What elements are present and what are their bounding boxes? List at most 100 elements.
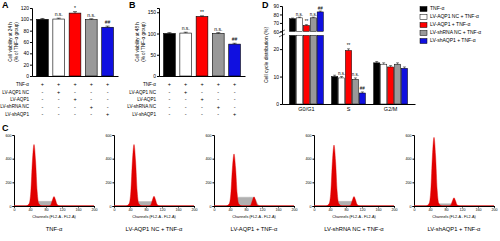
- tick: 0: [276, 101, 282, 107]
- condition-sign: +: [106, 81, 109, 87]
- tick-label: 200: [392, 208, 398, 212]
- tick: 40: [29, 206, 33, 212]
- tick-label: 600: [6, 134, 12, 138]
- tick-mark: [113, 159, 115, 160]
- tick-label: 160: [76, 208, 82, 212]
- tick-label: 100: [148, 31, 157, 37]
- x-axis: 04080120160200: [214, 206, 298, 212]
- error-bar: [333, 75, 336, 76]
- tick: 10: [273, 74, 282, 80]
- condition-sign: -: [169, 104, 171, 110]
- figure: 020406080100120n.s.*n.s.##Cell viability…: [0, 0, 500, 241]
- condition-label: LV-AQP1: [137, 97, 156, 102]
- tick-label: 40: [329, 208, 333, 212]
- condition-sign: +: [90, 104, 93, 110]
- marks: [37, 12, 114, 76]
- tick-mark: [213, 182, 215, 183]
- error-bar: [403, 67, 406, 68]
- tick: 200: [92, 206, 98, 212]
- tick-mark: [30, 76, 32, 77]
- tick-label: 160: [376, 208, 382, 212]
- y-axis: 0200400600: [406, 134, 415, 209]
- tick: 100: [148, 31, 159, 37]
- tick-mark: [280, 77, 282, 78]
- tick-mark: [157, 76, 159, 77]
- area: [214, 154, 294, 206]
- panel: 040801201602000200400600Channels (FL2-A …: [2, 123, 98, 232]
- legend-swatch: [420, 15, 427, 20]
- tick: 160: [76, 206, 82, 212]
- bar: [53, 19, 65, 76]
- tick: 80: [345, 206, 349, 212]
- tick: 400: [206, 157, 215, 161]
- tick: 60: [273, 29, 282, 35]
- tick-label: 120: [360, 208, 366, 212]
- annotation: n.s.: [182, 25, 190, 31]
- tick-mark: [213, 159, 215, 160]
- bar: [332, 77, 338, 104]
- panel: 040801201602000200400600Channels (FL2-A …: [406, 134, 498, 232]
- tick: 0: [10, 205, 15, 209]
- error-bar: [167, 32, 171, 34]
- tick: 400: [6, 157, 15, 161]
- chart-title: LV-shAQP1 + TNF-α: [428, 226, 482, 232]
- area: [14, 197, 94, 206]
- tick: 60: [23, 39, 32, 45]
- y-axis: 0200400600: [6, 134, 15, 209]
- panel: 040801201602000200400600Channels (FL2-A …: [106, 134, 198, 232]
- tick-label: 0: [214, 208, 216, 212]
- tick-label: 160: [476, 208, 482, 212]
- axis-line: [415, 207, 495, 208]
- legend-label: LV-AQP1 + TNF-α: [430, 21, 470, 27]
- tick-label: G0/G1: [298, 106, 314, 112]
- tick: 40: [429, 206, 433, 212]
- tick-label: 0: [26, 73, 29, 79]
- error-bar: [305, 24, 308, 26]
- tick-mark: [280, 23, 282, 24]
- x-axis-title: Channels (FL2-A - FL2-A): [132, 215, 176, 219]
- axis-line: [215, 207, 295, 208]
- tick-label: 0: [414, 208, 416, 212]
- legend-swatch: [420, 23, 427, 28]
- condition-sign: +: [233, 111, 236, 117]
- tick: 0: [110, 205, 115, 209]
- tick-label: 200: [406, 181, 412, 185]
- bar: [317, 35, 323, 104]
- marks: [314, 145, 394, 206]
- condition-sign: +: [106, 111, 109, 117]
- tick: 600: [106, 134, 115, 138]
- tick-label: 80: [445, 208, 449, 212]
- tick-label: 60: [23, 39, 29, 45]
- tick: 200: [492, 206, 498, 212]
- tick-label: 20: [23, 62, 29, 68]
- condition-sign: +: [73, 81, 76, 87]
- tick: 80: [23, 28, 32, 34]
- tick: 200: [292, 206, 298, 212]
- panel: 050100150n.s.**n.s.##Cell viability at 4…: [127, 0, 245, 117]
- bar: [381, 64, 387, 104]
- bar: [180, 33, 192, 76]
- tick: G2/M: [384, 104, 398, 112]
- bar: [102, 27, 114, 76]
- tick: 200: [392, 206, 398, 212]
- tick-label: 40: [129, 208, 133, 212]
- tick-label: 0: [14, 208, 16, 212]
- tick: 200: [192, 206, 198, 212]
- condition-sign: -: [217, 111, 219, 117]
- condition-label: LV-shAQP1: [5, 112, 29, 117]
- tick-label: 50: [150, 52, 156, 58]
- tick: 0: [210, 205, 215, 209]
- tick-mark: [413, 182, 415, 183]
- condition-sign: -: [201, 89, 203, 95]
- panel-label: C: [2, 123, 9, 133]
- panel: 040801201602000200400600Channels (FL2-A …: [206, 134, 298, 232]
- bar: [338, 78, 344, 104]
- condition-sign: -: [169, 89, 171, 95]
- condition-sign: -: [185, 104, 187, 110]
- x-axis: 04080120160200: [14, 206, 98, 212]
- tick-mark: [13, 135, 15, 136]
- condition-sign: -: [74, 89, 76, 95]
- tick-label: 80: [23, 28, 29, 34]
- condition-sign: -: [58, 96, 60, 102]
- tick: 200: [306, 181, 315, 185]
